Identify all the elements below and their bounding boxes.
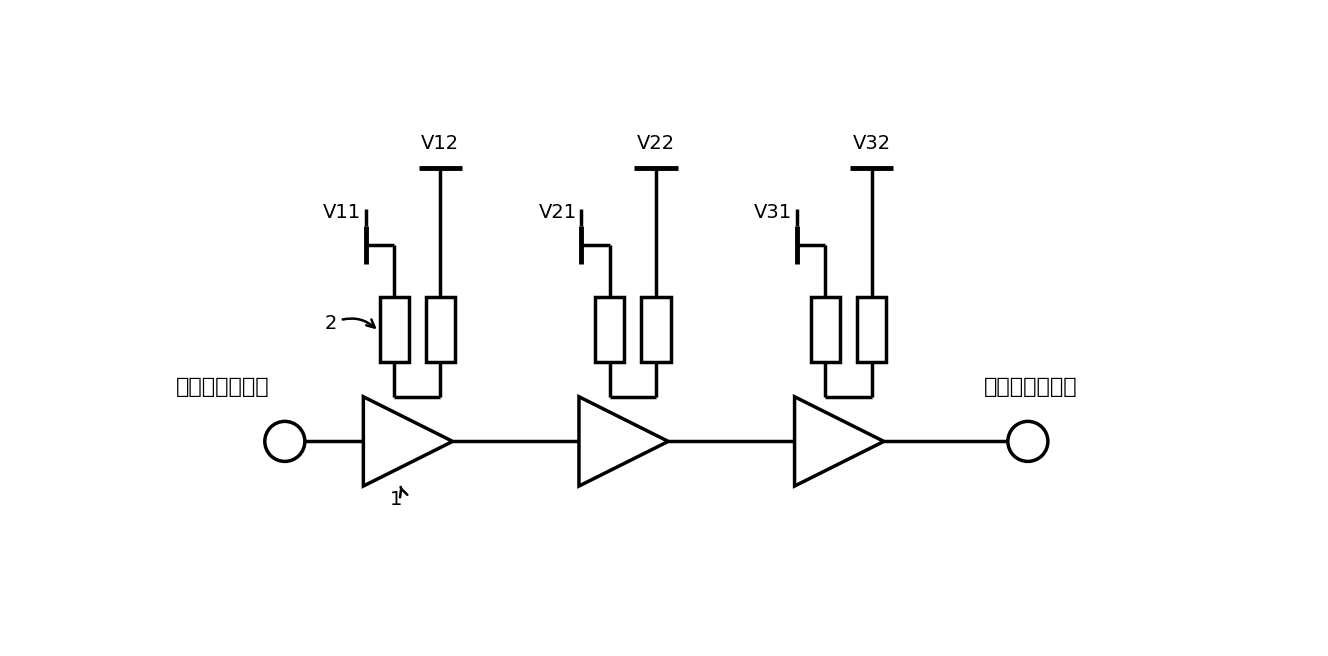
Bar: [595, 297, 624, 363]
Text: V32: V32: [853, 134, 891, 153]
Text: 待放大微波信号: 待放大微波信号: [175, 377, 270, 398]
Bar: [426, 297, 456, 363]
Text: V31: V31: [754, 203, 793, 222]
Text: 放大后微波信号: 放大后微波信号: [984, 377, 1077, 398]
Text: V12: V12: [421, 134, 459, 153]
Text: 2: 2: [325, 314, 374, 333]
Text: V21: V21: [539, 203, 576, 222]
Text: 1: 1: [390, 487, 408, 508]
Bar: [641, 297, 671, 363]
Text: V22: V22: [637, 134, 675, 153]
Text: V11: V11: [323, 203, 361, 222]
Bar: [810, 297, 841, 363]
Bar: [857, 297, 886, 363]
Bar: [380, 297, 409, 363]
